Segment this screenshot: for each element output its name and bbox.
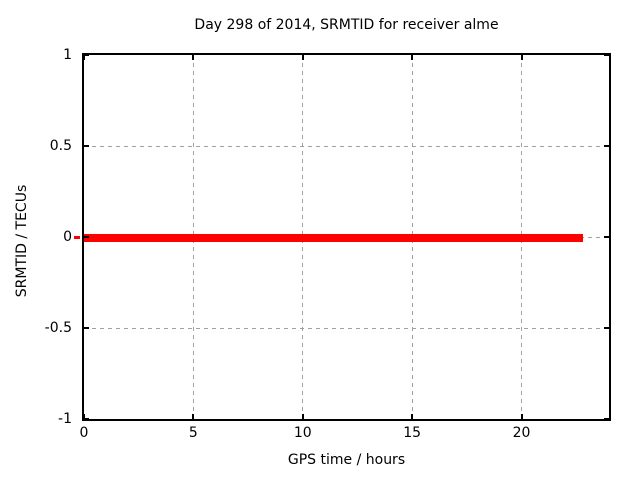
y-tick-right	[604, 236, 609, 238]
series-line-srmtid	[84, 234, 583, 242]
series-left-cap	[74, 236, 80, 239]
chart-title: Day 298 of 2014, SRMTID for receiver alm…	[194, 17, 499, 33]
y-tick-left	[84, 418, 89, 420]
x-tick-top	[192, 55, 195, 60]
x-axis-label: GPS time / hours	[287, 452, 406, 468]
x-tick-bottom	[301, 414, 304, 419]
y-tick-right	[604, 418, 609, 420]
x-tick-label: 0	[79, 425, 89, 441]
y-tick-left	[84, 54, 89, 56]
x-tick-bottom	[411, 414, 414, 419]
x-tick-bottom	[192, 414, 195, 419]
y-tick-right	[604, 54, 609, 56]
y-tick-label: 0.5	[49, 138, 72, 154]
y-tick-label: 0	[63, 229, 72, 245]
y-gridline	[84, 145, 609, 147]
y-tick-right	[604, 145, 609, 147]
x-tick-label: 10	[293, 425, 312, 441]
y-gridline	[84, 327, 609, 329]
x-tick-label: 5	[188, 425, 198, 441]
x-tick-top	[520, 55, 523, 60]
x-tick-label: 15	[403, 425, 422, 441]
y-tick-right	[604, 327, 609, 329]
y-tick-left	[84, 145, 89, 147]
x-tick-top	[411, 55, 414, 60]
x-tick-bottom	[83, 414, 85, 419]
x-tick-top	[83, 55, 85, 60]
x-tick-bottom	[520, 414, 523, 419]
y-tick-left	[84, 327, 89, 329]
y-tick-label: -0.5	[44, 320, 72, 336]
x-tick-top	[301, 55, 304, 60]
y-tick-label: -1	[58, 411, 72, 427]
y-tick-label: 1	[63, 47, 72, 63]
y-tick-left	[84, 236, 89, 238]
x-tick-label: 20	[512, 425, 531, 441]
